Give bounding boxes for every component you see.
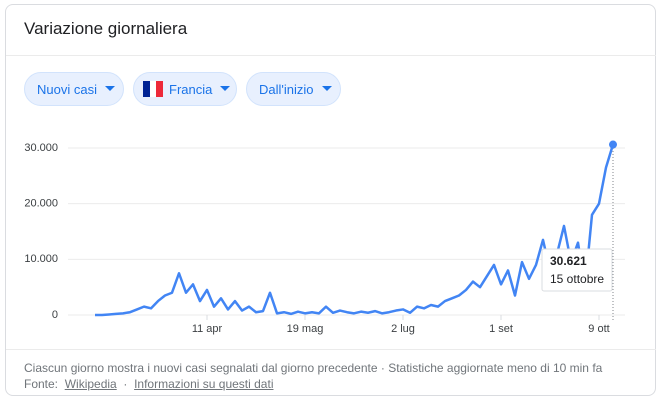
filter-chip[interactable]: Dall'inizio <box>246 72 341 106</box>
chip-label: Francia <box>169 81 213 97</box>
y-tick-label: 0 <box>52 309 58 321</box>
tooltip-date: 15 ottobre <box>550 272 604 286</box>
dropdown-icon <box>321 86 332 91</box>
divider <box>6 349 656 350</box>
dropdown-icon <box>104 86 115 91</box>
filter-chip[interactable]: Francia <box>133 72 237 106</box>
x-tick-label: 1 set <box>489 323 513 335</box>
x-tick-label: 19 mag <box>287 323 324 335</box>
y-tick-label: 30.000 <box>24 142 58 154</box>
divider <box>6 55 656 56</box>
chip-label: Dall'inizio <box>259 81 314 97</box>
footer-note: Ciascun giorno mostra i nuovi casi segna… <box>24 361 603 375</box>
filter-chip[interactable]: Nuovi casi <box>24 72 124 106</box>
x-tick-label: 9 ott <box>588 323 609 335</box>
title: Variazione giornaliera <box>24 19 188 38</box>
x-tick-label: 11 apr <box>192 323 223 335</box>
footer-source: Fonte: Wikipedia · Informazioni su quest… <box>24 377 274 391</box>
tooltip-box <box>541 248 613 292</box>
tooltip-value: 30.621 <box>550 254 587 268</box>
chart: 0 10.000 20.000 30.000 11 apr 19 mag 2 lug 1 se… <box>24 140 625 335</box>
dropdown-icon <box>220 86 231 91</box>
y-tick-label: 10.000 <box>24 253 58 265</box>
card <box>5 4 656 396</box>
info-link[interactable]: Informazioni su questi dati <box>134 377 274 391</box>
y-tick-label: 20.000 <box>24 198 58 210</box>
source-label: Fonte: <box>24 377 59 391</box>
line <box>95 144 615 317</box>
chip-label: Nuovi casi <box>37 81 97 97</box>
source-link[interactable]: Wikipedia <box>64 377 117 391</box>
point <box>609 140 617 149</box>
flag <box>143 81 163 97</box>
x-tick-label: 2 lug <box>391 323 415 335</box>
